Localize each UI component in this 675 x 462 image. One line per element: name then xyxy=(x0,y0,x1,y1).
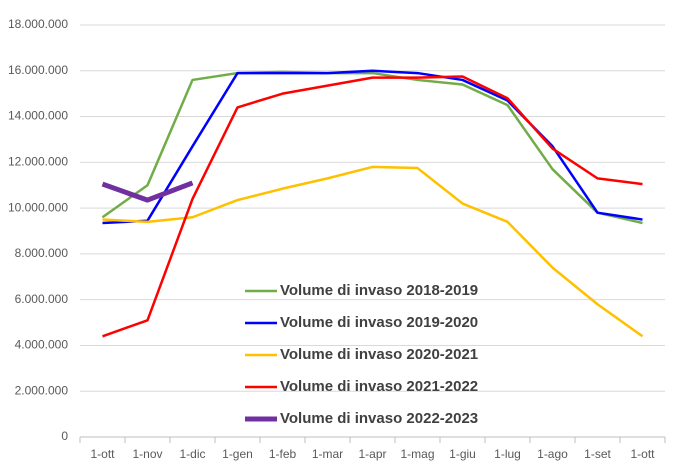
x-tick-label: 1-gen xyxy=(222,447,253,461)
legend-label: Volume di invaso 2020-2021 xyxy=(280,346,478,363)
x-tick-label: 1-mar xyxy=(312,447,343,461)
y-tick-label: 18.000.000 xyxy=(8,17,68,31)
series-line xyxy=(102,69,643,225)
y-tick-label: 8.000.000 xyxy=(15,246,69,260)
x-tick-label: 1-giu xyxy=(449,447,476,461)
x-tick-label: 1-set xyxy=(584,447,611,461)
series-line xyxy=(102,75,643,338)
y-tick-label: 12.000.000 xyxy=(8,155,68,169)
y-tick-label: 10.000.000 xyxy=(8,200,68,214)
legend-label: Volume di invaso 2019-2020 xyxy=(280,314,478,331)
x-tick-label: 1-mag xyxy=(400,447,434,461)
y-tick-label: 6.000.000 xyxy=(15,292,69,306)
y-tick-label: 2.000.000 xyxy=(15,383,69,397)
x-tick-label: 1-nov xyxy=(132,447,162,461)
x-tick-label: 1-dic xyxy=(179,447,205,461)
x-tick-label: 1-ott xyxy=(630,447,655,461)
x-tick-label: 1-ago xyxy=(537,447,568,461)
y-tick-label: 14.000.000 xyxy=(8,109,68,123)
y-tick-label: 0 xyxy=(61,429,68,443)
legend-label: Volume di invaso 2022-2023 xyxy=(280,410,478,427)
legend-label: Volume di invaso 2018-2019 xyxy=(280,282,478,299)
series-line xyxy=(101,180,194,203)
x-tick-label: 1-feb xyxy=(269,447,297,461)
x-tick-label: 1-apr xyxy=(358,447,386,461)
legend-label: Volume di invaso 2021-2022 xyxy=(280,378,478,395)
y-tick-label: 4.000.000 xyxy=(15,338,69,352)
x-tick-label: 1-lug xyxy=(494,447,521,461)
series-line xyxy=(101,70,643,225)
x-tick-label: 1-ott xyxy=(90,447,115,461)
y-tick-label: 16.000.000 xyxy=(8,63,68,77)
series-line xyxy=(102,165,644,338)
